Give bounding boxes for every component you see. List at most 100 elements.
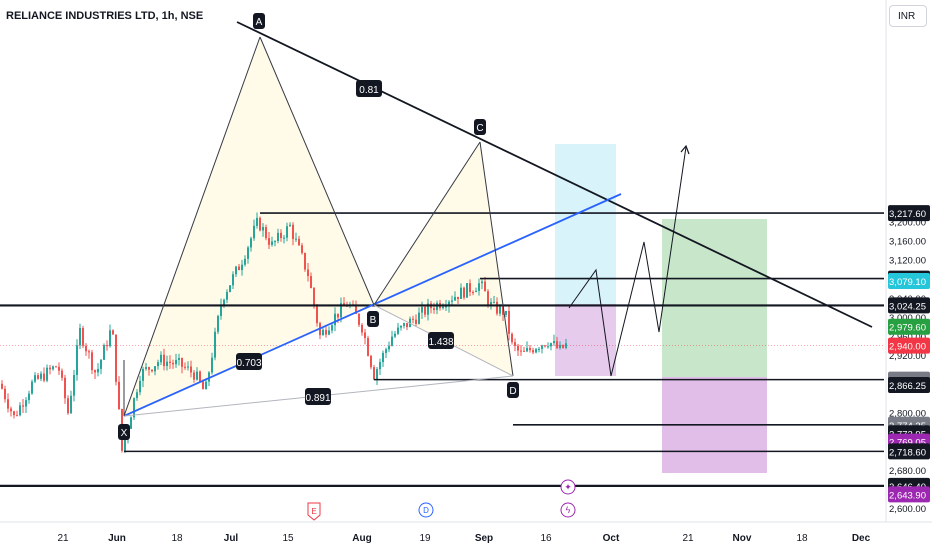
candle-body bbox=[229, 285, 231, 292]
x-tick-label: 21 bbox=[57, 533, 69, 544]
candle-body bbox=[478, 283, 480, 291]
candle-body bbox=[103, 345, 105, 360]
pattern-xab-fill bbox=[124, 37, 374, 416]
point-label: C bbox=[476, 123, 483, 134]
candle-body bbox=[367, 338, 369, 356]
candle-body bbox=[145, 367, 147, 369]
candle-body bbox=[199, 371, 201, 382]
candle-body bbox=[130, 417, 132, 429]
point-label: B bbox=[370, 315, 377, 326]
candle-body bbox=[475, 290, 477, 293]
candle-body bbox=[115, 334, 117, 382]
candle-body bbox=[304, 252, 306, 270]
candle-body bbox=[160, 354, 162, 363]
candle-body bbox=[403, 323, 405, 326]
dividend-marker bbox=[418, 502, 434, 518]
candle-body bbox=[493, 301, 495, 303]
long-target-zone bbox=[662, 219, 767, 377]
flash-marker bbox=[560, 502, 576, 518]
candle-body bbox=[271, 241, 273, 245]
price-label-box bbox=[888, 318, 930, 335]
y-tick-label: 2,960.00 bbox=[889, 332, 926, 343]
target-zone-blue bbox=[555, 144, 616, 304]
candle-body bbox=[457, 296, 459, 299]
candle-body bbox=[268, 238, 270, 245]
currency-selector[interactable]: INR bbox=[889, 5, 927, 27]
candle-body bbox=[184, 366, 186, 368]
candle-body bbox=[259, 217, 261, 231]
candle-body bbox=[1, 383, 3, 389]
candle-body bbox=[415, 319, 417, 324]
candle-body bbox=[397, 327, 399, 334]
candle-body bbox=[406, 323, 408, 328]
candle-body bbox=[124, 438, 126, 451]
candle-body bbox=[232, 274, 234, 286]
candle-body bbox=[175, 359, 177, 365]
x-tick-label: 18 bbox=[171, 533, 183, 544]
candle-body bbox=[64, 377, 66, 399]
price-label-box bbox=[888, 297, 930, 314]
chart-title: RELIANCE INDUSTRIES LTD, 1h, NSE bbox=[6, 10, 204, 22]
price-label-text: 3,024.25 bbox=[889, 301, 926, 312]
pattern-bcd-fill bbox=[374, 142, 513, 376]
candle-body bbox=[58, 366, 60, 371]
y-tick-label: 2,920.00 bbox=[889, 351, 926, 362]
candle-body bbox=[508, 310, 510, 334]
candle-body bbox=[484, 281, 486, 292]
price-label-box bbox=[888, 443, 930, 460]
candle-body bbox=[358, 313, 360, 325]
point-label: D bbox=[509, 386, 516, 397]
candle-body bbox=[52, 366, 54, 370]
candle-body bbox=[49, 367, 51, 370]
candle-body bbox=[322, 329, 324, 336]
candle-body bbox=[481, 281, 483, 284]
x-tick-label: Nov bbox=[733, 533, 752, 544]
pattern-point-c: C bbox=[474, 119, 486, 135]
x-tick-label: 18 bbox=[796, 533, 808, 544]
candle-body bbox=[286, 226, 288, 238]
price-label-box bbox=[888, 272, 930, 289]
ratio-text: 0.703 bbox=[236, 358, 261, 369]
candle-body bbox=[307, 269, 309, 277]
candle-body bbox=[13, 411, 15, 416]
candle-body bbox=[499, 306, 501, 314]
candle-body bbox=[4, 388, 6, 400]
candle-body bbox=[34, 375, 36, 382]
idea-marker bbox=[560, 479, 576, 495]
candle-body bbox=[136, 392, 138, 399]
candle-body bbox=[220, 304, 222, 316]
x-tick-label: 21 bbox=[682, 533, 694, 544]
y-tick-label: 3,120.00 bbox=[889, 256, 926, 267]
candle-body bbox=[163, 354, 165, 367]
ratio-label: 0.703 bbox=[236, 353, 262, 370]
price-label-box bbox=[888, 486, 930, 503]
candle-body bbox=[226, 291, 228, 300]
candle-body bbox=[424, 306, 426, 315]
candle-body bbox=[313, 288, 315, 306]
point-label: X bbox=[121, 428, 128, 439]
point-badge bbox=[507, 382, 519, 398]
candle-body bbox=[433, 308, 435, 310]
zone-purple-small bbox=[555, 304, 616, 376]
candle-body bbox=[283, 237, 285, 239]
candle-body bbox=[169, 361, 171, 363]
candle-body bbox=[412, 318, 414, 320]
candle-body bbox=[217, 315, 219, 332]
candle-body bbox=[469, 283, 471, 293]
price-label-text: 2,866.25 bbox=[889, 381, 926, 392]
candle-body bbox=[277, 232, 279, 242]
candle-body bbox=[196, 371, 198, 380]
candle-body bbox=[19, 405, 21, 416]
candle-body bbox=[139, 380, 141, 393]
candle-body bbox=[40, 373, 42, 379]
ratio-badge bbox=[428, 332, 454, 349]
candle-body bbox=[262, 227, 264, 231]
candle-body bbox=[157, 362, 159, 367]
candle-body bbox=[361, 324, 363, 333]
candle-body bbox=[460, 287, 462, 299]
candle-body bbox=[193, 372, 195, 380]
ratio-label: 0.81 bbox=[356, 80, 382, 97]
candle-body bbox=[553, 341, 555, 344]
x-tick-label: Jul bbox=[224, 533, 239, 544]
